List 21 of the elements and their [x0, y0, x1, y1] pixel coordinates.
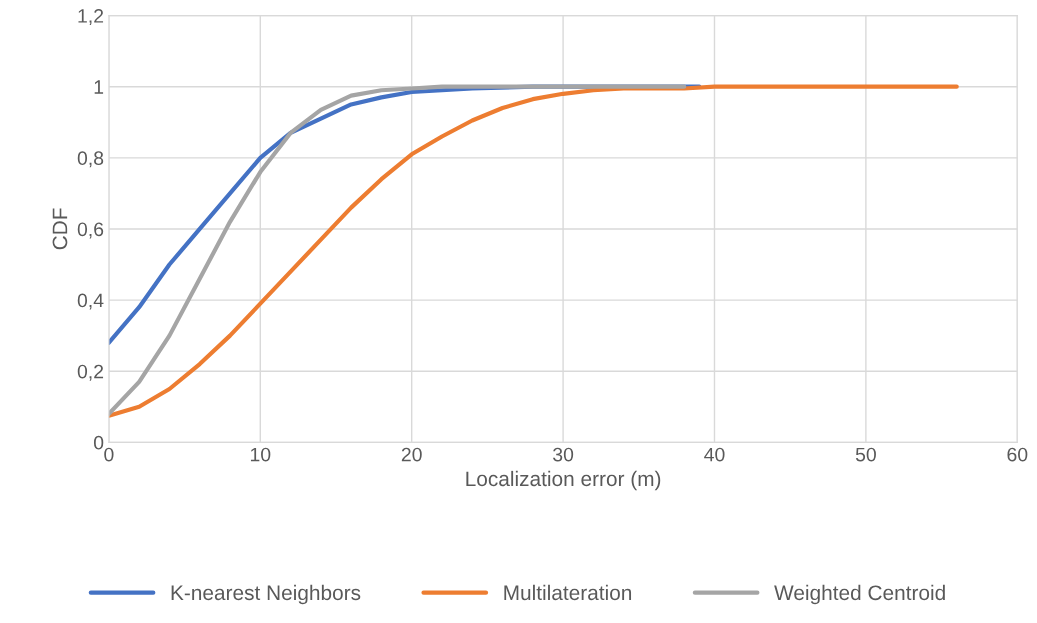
y-tick-label: 0,4 [77, 293, 104, 310]
x-tick-label: 20 [401, 447, 422, 462]
x-tick-label: 50 [855, 447, 876, 462]
y-tick-label: 0,6 [77, 222, 104, 239]
y-tick-label: 0 [93, 435, 104, 450]
x-tick-label: 10 [250, 447, 271, 462]
legend-label: K-nearest Neighbors [171, 584, 361, 605]
y-axis-title: CDF [52, 208, 68, 250]
x-tick-label: 40 [704, 447, 725, 462]
y-tick-label: 0,2 [77, 364, 104, 381]
legend-label: Multilateration [504, 584, 632, 601]
x-tick-label: 0 [104, 447, 114, 462]
line-series [108, 84, 959, 418]
legend-label: Weighted Centroid [774, 584, 945, 605]
line-series [108, 84, 687, 416]
y-tick-label: 0,8 [77, 151, 104, 168]
x-tick-label: 60 [1007, 447, 1028, 462]
y-tick-label: 1 [94, 80, 104, 94]
x-axis-title: Localization error (m) [466, 470, 661, 491]
x-tick-label: 30 [553, 447, 574, 462]
y-tick-label: 1,2 [78, 9, 104, 26]
